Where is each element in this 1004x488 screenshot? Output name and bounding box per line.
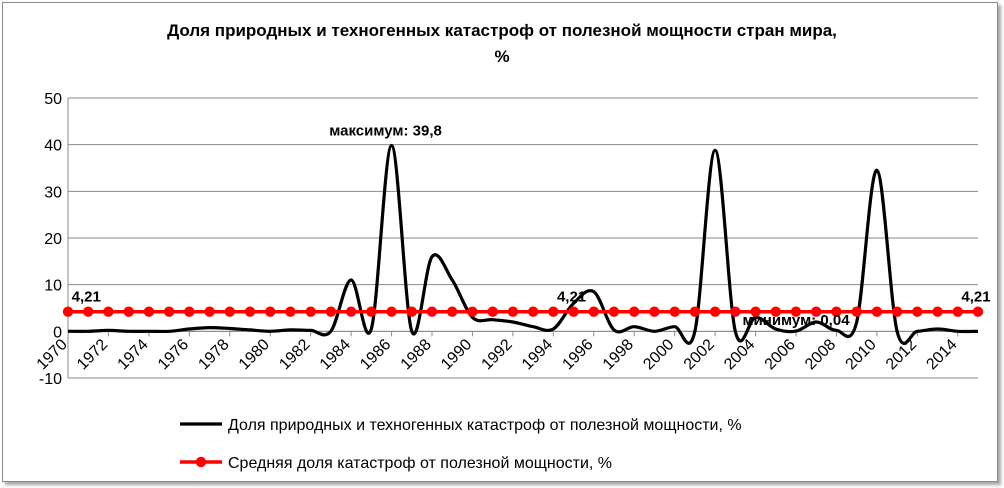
x-tick-label: 1984 [317,336,354,373]
legend-marker-average-share [195,456,207,468]
average-point [770,306,781,317]
average-point [305,306,316,317]
average-point [487,306,498,317]
average-point [750,306,761,317]
x-tick-label: 1972 [74,336,111,373]
x-tick-label: 1988 [398,336,435,373]
average-point [568,306,579,317]
chart-title: Доля природных и техногенных катастроф о… [0,18,1004,70]
average-point [62,306,74,317]
average-point [891,306,903,317]
average-point [143,306,155,317]
y-tick-label: 20 [44,231,62,248]
y-tick-label: 0 [53,324,62,341]
average-point [447,306,458,317]
legend-label-average-share: Средняя доля катастроф от полезной мощно… [228,455,612,472]
series-line-disaster-share [67,143,979,345]
data-annotation: 4,21 [961,289,990,306]
x-tick-label: 1978 [195,336,232,373]
average-point [709,306,721,317]
average-point [831,306,842,317]
average-point [548,306,559,317]
average-point [244,306,256,317]
x-tick-label: 2006 [762,336,799,373]
average-point [345,306,357,317]
data-annotation: 4,21 [72,289,101,306]
x-tick-label: 2008 [802,336,839,373]
x-tick-label: 2014 [923,336,960,373]
x-tick-label: 1974 [115,336,152,373]
average-point [386,306,397,317]
y-tick-label: 50 [44,91,62,108]
average-point [83,306,94,317]
chart-title-line-2: % [494,47,510,66]
average-point [406,306,417,317]
average-point [285,306,296,317]
average-point [588,306,599,317]
average-point [952,306,963,317]
average-point [629,306,640,317]
x-tick-label: 1982 [276,336,313,373]
average-point [366,306,377,317]
average-point [689,306,701,317]
x-tick-label: 1994 [519,336,556,373]
average-point [325,306,337,317]
average-point [649,306,660,317]
chart-frame [2,2,998,482]
average-point [790,306,802,317]
average-point [163,306,175,317]
x-tick-label: 1970 [34,336,71,373]
average-point [265,306,276,317]
average-point [467,306,478,317]
average-point [224,306,235,317]
average-point [527,306,539,317]
average-point [608,306,620,317]
average-point [811,306,822,317]
average-point [912,306,923,317]
average-point [103,306,114,317]
y-tick-label: 30 [44,184,62,201]
data-annotation: максимум: 39,8 [329,123,442,140]
average-point [871,306,883,317]
average-point [669,306,680,317]
x-tick-label: 1996 [559,336,596,373]
average-point [123,306,134,317]
x-tick-label: 1998 [600,336,637,373]
y-tick-label: 10 [44,278,62,295]
average-point [932,306,943,317]
average-point [184,306,195,317]
x-tick-label: 1986 [357,336,394,373]
average-point [507,306,519,317]
average-point [426,306,438,317]
x-tick-label: 2010 [843,336,880,373]
average-point [204,306,215,317]
y-tick-label: -10 [39,371,62,388]
x-tick-label: 1980 [236,336,273,373]
average-point [972,306,984,317]
data-annotation: минимум: 0,04 [742,312,850,329]
legend-label-disaster-share: Доля природных и техногенных катастроф о… [228,417,742,434]
chart-title-line-1: Доля природных и техногенных катастроф о… [167,21,837,40]
x-tick-label: 1990 [438,336,475,373]
data-annotation: 4,21 [557,289,586,306]
average-point [851,306,862,317]
x-tick-label: 2000 [640,336,677,373]
x-tick-label: 1992 [479,336,516,373]
y-tick-label: 40 [44,138,62,155]
average-point [730,306,741,317]
x-tick-label: 1976 [155,336,192,373]
